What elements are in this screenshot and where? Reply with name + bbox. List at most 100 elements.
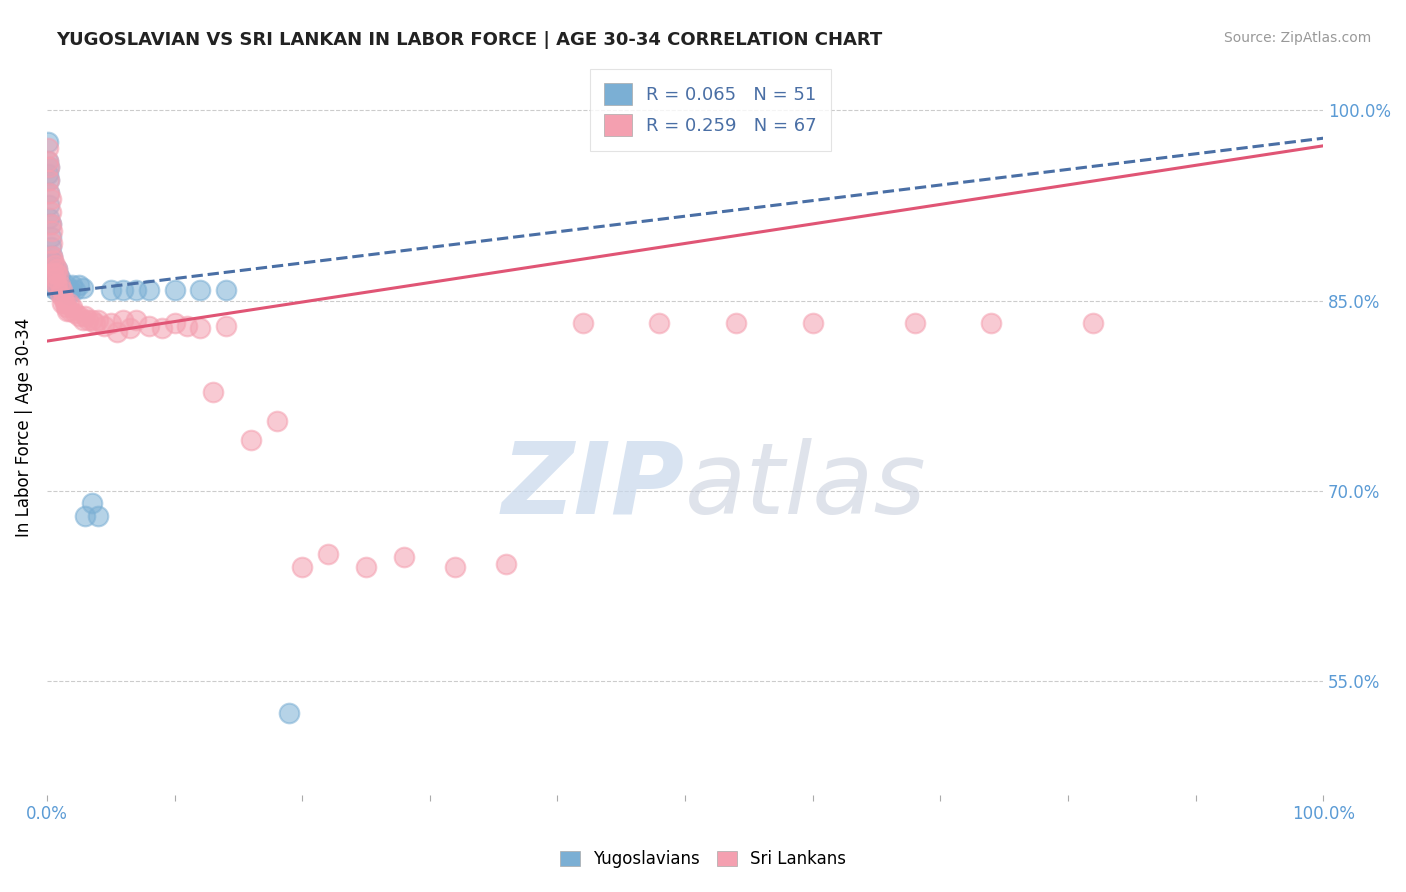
Point xyxy=(41,249,63,263)
Point xyxy=(41,268,63,282)
Point xyxy=(48,287,70,301)
Point xyxy=(39,204,62,219)
Point xyxy=(67,278,90,293)
Point xyxy=(201,384,224,399)
Point xyxy=(240,433,263,447)
Point xyxy=(42,255,65,269)
Point xyxy=(44,270,66,285)
Point xyxy=(444,559,467,574)
Point xyxy=(394,549,416,564)
Point xyxy=(51,284,73,298)
Point xyxy=(46,261,69,276)
Point xyxy=(176,318,198,333)
Point xyxy=(42,281,65,295)
Point xyxy=(63,284,86,298)
Point xyxy=(62,278,84,293)
Point xyxy=(55,300,77,314)
Point xyxy=(266,414,288,428)
Text: ZIP: ZIP xyxy=(502,438,685,534)
Point xyxy=(38,211,60,226)
Point xyxy=(75,309,97,323)
Point xyxy=(76,312,98,326)
Point xyxy=(39,240,62,254)
Point xyxy=(163,284,186,298)
Point xyxy=(80,496,103,510)
Point xyxy=(58,287,80,301)
Point xyxy=(42,266,65,280)
Point xyxy=(980,317,1002,331)
Point xyxy=(87,312,110,326)
Point xyxy=(38,186,60,200)
Legend: Yugoslavians, Sri Lankans: Yugoslavians, Sri Lankans xyxy=(554,844,852,875)
Point xyxy=(291,559,314,574)
Point xyxy=(42,268,65,282)
Point xyxy=(93,318,115,333)
Point xyxy=(80,312,103,326)
Point xyxy=(53,296,76,310)
Text: atlas: atlas xyxy=(685,438,927,534)
Point xyxy=(214,284,236,298)
Point xyxy=(112,284,135,298)
Point xyxy=(45,266,67,280)
Point xyxy=(46,278,69,293)
Point xyxy=(67,309,90,323)
Point xyxy=(49,278,72,293)
Point xyxy=(55,278,77,293)
Point xyxy=(37,154,59,169)
Point xyxy=(163,317,186,331)
Point xyxy=(39,218,62,232)
Text: Source: ZipAtlas.com: Source: ZipAtlas.com xyxy=(1223,31,1371,45)
Point xyxy=(45,278,67,293)
Point xyxy=(278,706,301,720)
Point xyxy=(801,317,824,331)
Point xyxy=(59,284,82,298)
Point xyxy=(38,198,60,212)
Point xyxy=(118,321,141,335)
Point xyxy=(725,317,748,331)
Point xyxy=(46,261,69,276)
Point xyxy=(38,161,60,175)
Point xyxy=(125,312,148,326)
Point xyxy=(188,284,211,298)
Point xyxy=(51,284,73,298)
Point xyxy=(38,186,60,200)
Point xyxy=(44,258,66,272)
Point xyxy=(48,268,70,282)
Point xyxy=(188,321,211,335)
Point xyxy=(44,261,66,276)
Point xyxy=(648,317,671,331)
Text: YUGOSLAVIAN VS SRI LANKAN IN LABOR FORCE | AGE 30-34 CORRELATION CHART: YUGOSLAVIAN VS SRI LANKAN IN LABOR FORCE… xyxy=(56,31,883,49)
Y-axis label: In Labor Force | Age 30-34: In Labor Force | Age 30-34 xyxy=(15,318,32,537)
Point xyxy=(44,275,66,289)
Point xyxy=(51,296,73,310)
Point xyxy=(37,135,59,149)
Point xyxy=(1083,317,1105,331)
Point xyxy=(572,317,595,331)
Point xyxy=(316,547,339,561)
Point xyxy=(72,312,94,326)
Point xyxy=(84,317,107,331)
Point xyxy=(56,303,79,318)
Point xyxy=(58,296,80,310)
Legend: R = 0.065   N = 51, R = 0.259   N = 67: R = 0.065 N = 51, R = 0.259 N = 67 xyxy=(591,69,831,151)
Point xyxy=(39,252,62,267)
Point xyxy=(37,154,59,169)
Point xyxy=(39,230,62,244)
Point xyxy=(41,236,63,251)
Point xyxy=(138,284,160,298)
Point xyxy=(75,509,97,524)
Point xyxy=(495,558,517,572)
Point xyxy=(48,284,70,298)
Point xyxy=(214,318,236,333)
Point xyxy=(63,306,86,320)
Point xyxy=(354,559,377,574)
Point xyxy=(45,268,67,282)
Point xyxy=(41,249,63,263)
Point xyxy=(37,167,59,181)
Point xyxy=(62,300,84,314)
Point xyxy=(38,173,60,187)
Point xyxy=(38,161,60,175)
Point xyxy=(100,284,122,298)
Point xyxy=(52,291,75,305)
Point xyxy=(39,218,62,232)
